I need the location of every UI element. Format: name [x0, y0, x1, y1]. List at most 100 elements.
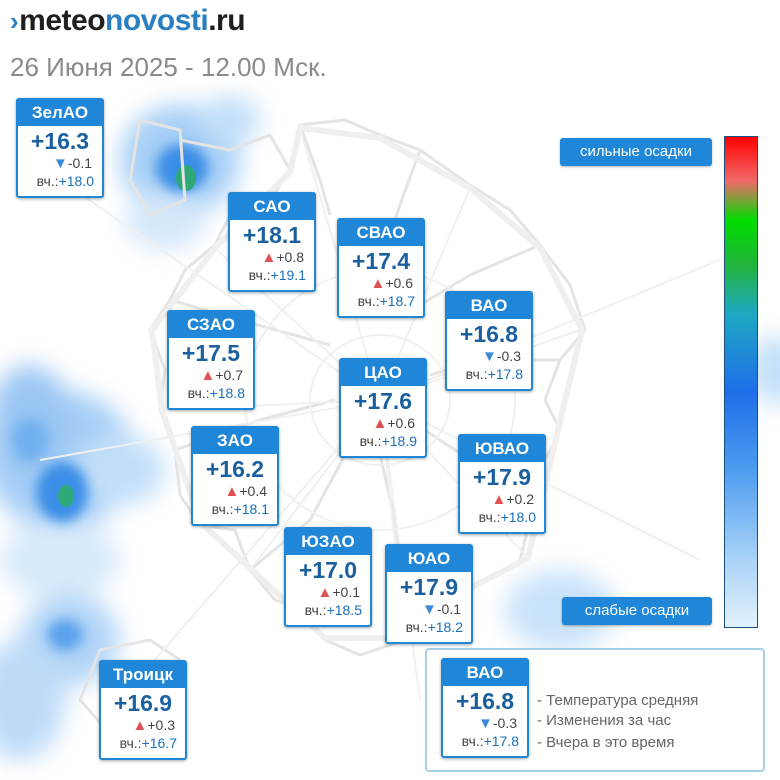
precipitation-layer: [0, 95, 780, 760]
yesterday-prefix: вч.:: [359, 433, 382, 449]
yesterday-value: вч.:+16.7: [101, 734, 185, 752]
trend-down-icon: ▼: [53, 155, 68, 172]
logo-part-meteo: meteo: [19, 4, 106, 37]
district-temperature: +16.2: [205, 456, 265, 482]
trend-up-icon: ▲: [370, 275, 386, 292]
district-temperature: +16.8: [459, 321, 519, 347]
yesterday-temp: +18.1: [233, 501, 269, 517]
hourly-change: ▲+0.6: [339, 274, 423, 292]
yesterday-temp: +18.0: [58, 173, 94, 189]
district-temperature: +16.9: [113, 690, 173, 716]
district-card-szao: СЗАО +17.5 ▲+0.7 вч.:+18.8: [167, 310, 255, 410]
district-name: СВАО: [339, 220, 423, 246]
logo-part-ru: .ru: [208, 4, 246, 37]
change-value: -0.1: [436, 601, 461, 617]
hourly-change: ▲+0.8: [230, 248, 314, 266]
district-card-sao: САО +18.1 ▲+0.8 вч.:+19.1: [228, 192, 316, 292]
district-name: ЗАО: [193, 428, 277, 454]
yesterday-prefix: вч.:: [248, 267, 271, 283]
yesterday-prefix: вч.:: [357, 293, 380, 309]
yesterday-value: вч.:+18.8: [169, 384, 253, 402]
district-name: ВАО: [447, 293, 531, 319]
district-card-troitsk: Троицк +16.9 ▲+0.3 вч.:+16.7: [99, 660, 187, 760]
hourly-change: ▲+0.6: [341, 414, 425, 432]
hourly-change: ▲+0.3: [101, 716, 185, 734]
legend-sample-card: ВАО +16.8 ▼-0.3 вч.:+17.8: [441, 658, 529, 758]
yesterday-temp: +19.1: [270, 267, 306, 283]
change-value: +0.6: [385, 275, 413, 291]
district-name: ВАО: [443, 660, 527, 686]
roads: [39, 127, 721, 701]
yesterday-value: вч.:+18.1: [193, 500, 277, 518]
legend-line-hourly-change: - Изменения за час: [537, 712, 672, 729]
district-temperature: +16.8: [455, 688, 515, 714]
district-card-cao: ЦАО +17.6 ▲+0.6 вч.:+18.9: [339, 358, 427, 458]
trend-up-icon: ▲: [317, 584, 333, 601]
district-name: ЦАО: [341, 360, 425, 386]
yesterday-temp: +18.7: [379, 293, 415, 309]
yesterday-temp: +18.2: [427, 619, 463, 635]
trend-up-icon: ▲: [224, 483, 240, 500]
district-card-yuao: ЮАО +17.9 ▼-0.1 вч.:+18.2: [385, 544, 473, 644]
yesterday-temp: +18.5: [326, 602, 362, 618]
hourly-change: ▼-0.1: [18, 154, 102, 172]
district-name: Троицк: [101, 662, 185, 688]
change-value: -0.1: [67, 155, 92, 171]
hourly-change: ▼-0.1: [387, 600, 471, 618]
yesterday-value: вч.:+18.0: [18, 172, 102, 190]
district-card-vao: ВАО +16.8 ▼-0.3 вч.:+17.8: [445, 291, 533, 391]
yesterday-prefix: вч.:: [461, 733, 484, 749]
yesterday-prefix: вч.:: [187, 385, 210, 401]
yesterday-temp: +18.9: [381, 433, 417, 449]
yesterday-value: вч.:+17.8: [443, 732, 527, 750]
yesterday-prefix: вч.:: [119, 735, 142, 751]
yesterday-temp: +16.7: [141, 735, 177, 751]
yesterday-temp: +18.0: [500, 509, 536, 525]
change-value: -0.3: [492, 715, 517, 731]
yesterday-temp: +18.8: [209, 385, 245, 401]
district-name: ЮАО: [387, 546, 471, 572]
yesterday-value: вч.:+19.1: [230, 266, 314, 284]
trend-up-icon: ▲: [491, 491, 507, 508]
yesterday-value: вч.:+18.7: [339, 292, 423, 310]
trend-up-icon: ▲: [132, 717, 148, 734]
hourly-change: ▲+0.7: [169, 366, 253, 384]
scale-label-light: слабые осадки: [562, 597, 712, 625]
yesterday-prefix: вч.:: [465, 366, 488, 382]
legend-line-average-temp: - Температура средняя: [537, 692, 699, 709]
date-time-line: 26 Июня 2025 - 12.00 Мск.: [10, 52, 327, 82]
district-temperature: +17.9: [472, 464, 532, 490]
district-name: САО: [230, 194, 314, 220]
district-name: СЗАО: [169, 312, 253, 338]
district-temperature: +17.6: [353, 388, 413, 414]
legend-box: ВАО +16.8 ▼-0.3 вч.:+17.8 - Температура …: [425, 648, 765, 772]
district-card-yuzao: ЮЗАО +17.0 ▲+0.1 вч.:+18.5: [284, 527, 372, 627]
yesterday-value: вч.:+18.5: [286, 601, 370, 619]
scale-label-heavy: сильные осадки: [560, 138, 712, 166]
district-temperature: +18.1: [242, 222, 302, 248]
trend-down-icon: ▼: [478, 715, 493, 732]
hourly-change: ▲+0.2: [460, 490, 544, 508]
trend-up-icon: ▲: [372, 415, 388, 432]
change-value: +0.1: [332, 584, 360, 600]
yesterday-value: вч.:+17.8: [447, 365, 531, 383]
district-card-yuvao: ЮВАО +17.9 ▲+0.2 вч.:+18.0: [458, 434, 546, 534]
yesterday-value: вч.:+18.0: [460, 508, 544, 526]
site-logo[interactable]: ›meteonovosti.ru: [10, 4, 246, 38]
change-value: -0.3: [496, 348, 521, 364]
yesterday-value: вч.:+18.2: [387, 618, 471, 636]
trend-down-icon: ▼: [482, 348, 497, 365]
district-temperature: +17.4: [351, 248, 411, 274]
yesterday-temp: +17.8: [483, 733, 519, 749]
trend-up-icon: ▲: [200, 367, 216, 384]
district-name: ЮВАО: [460, 436, 544, 462]
yesterday-temp: +17.8: [487, 366, 523, 382]
change-value: +0.7: [215, 367, 243, 383]
district-temperature: +17.9: [399, 574, 459, 600]
district-temperature: +17.5: [181, 340, 241, 366]
trend-up-icon: ▲: [261, 249, 277, 266]
district-card-zelao: ЗелАО +16.3 ▼-0.1 вч.:+18.0: [16, 98, 104, 198]
change-value: +0.8: [276, 249, 304, 265]
yesterday-prefix: вч.:: [405, 619, 428, 635]
